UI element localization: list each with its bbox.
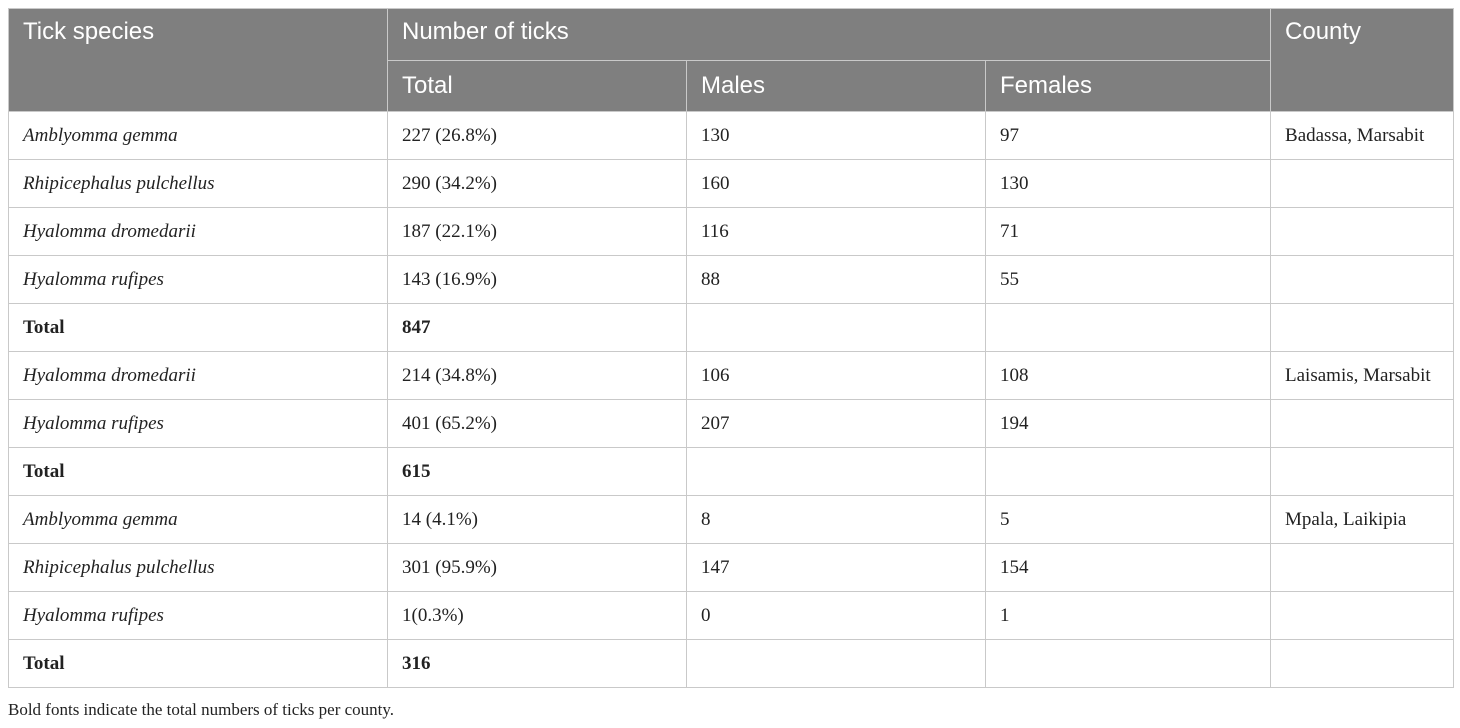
cell-species: Total	[8, 639, 388, 688]
cell-species: Hyalomma rufipes	[8, 591, 388, 640]
tick-counts-table: Tick species Number of ticks County Tota…	[8, 8, 1455, 688]
cell-total: 290 (34.2%)	[387, 159, 687, 208]
cell-county	[1270, 399, 1455, 448]
table-row-total: Total 847	[8, 303, 1455, 352]
header-county: County	[1270, 8, 1455, 112]
cell-total: 401 (65.2%)	[387, 399, 687, 448]
cell-males	[686, 303, 986, 352]
table-row: Amblyomma gemma 14 (4.1%) 8 5 Mpala, Laikipi…	[8, 495, 1455, 544]
cell-total: 301 (95.9%)	[387, 543, 687, 592]
cell-females: 194	[984, 399, 1272, 448]
cell-females: 154	[984, 543, 1272, 592]
cell-males: 160	[686, 159, 986, 208]
cell-species: Rhipicephalus pulchellus	[8, 159, 388, 208]
cell-females: 71	[984, 207, 1272, 256]
cell-county	[1270, 159, 1455, 208]
cell-total: 847	[387, 303, 687, 352]
cell-males: 116	[686, 207, 986, 256]
cell-total: 187 (22.1%)	[387, 207, 687, 256]
cell-species: Hyalomma dromedarii	[8, 351, 388, 400]
table-row: Hyalomma rufipes 401 (65.2%) 207 194	[8, 399, 1455, 448]
cell-species: Hyalomma dromedarii	[8, 207, 388, 256]
cell-males: 0	[686, 591, 986, 640]
cell-total: 316	[387, 639, 687, 688]
header-males: Males	[686, 60, 986, 112]
cell-females: 1	[984, 591, 1272, 640]
cell-species: Total	[8, 447, 388, 496]
cell-county: Mpala, Laikipia	[1270, 495, 1455, 544]
table-row-total: Total 316	[8, 639, 1455, 688]
cell-county	[1270, 639, 1455, 688]
table-body: Amblyomma gemma 227 (26.8%) 130 97 Badassa, …	[8, 111, 1455, 688]
cell-females: 108	[984, 351, 1272, 400]
table-row: Hyalomma dromedarii 187 (22.1%) 116 71	[8, 207, 1455, 256]
cell-county	[1270, 303, 1455, 352]
header-tick-species: Tick species	[8, 8, 388, 112]
cell-males	[686, 639, 986, 688]
header-females: Females	[984, 60, 1272, 112]
cell-males: 8	[686, 495, 986, 544]
cell-species: Total	[8, 303, 388, 352]
table-row: Rhipicephalus pulchellus 301 (95.9%) 147 15…	[8, 543, 1455, 592]
cell-females: 97	[984, 111, 1272, 160]
cell-females	[984, 303, 1272, 352]
table-row: Rhipicephalus pulchellus 290 (34.2%) 160 13…	[8, 159, 1455, 208]
cell-males: 130	[686, 111, 986, 160]
cell-total: 14 (4.1%)	[387, 495, 687, 544]
cell-females: 130	[984, 159, 1272, 208]
cell-females	[984, 447, 1272, 496]
cell-females: 55	[984, 255, 1272, 304]
cell-species: Hyalomma rufipes	[8, 255, 388, 304]
cell-females	[984, 639, 1272, 688]
cell-males: 147	[686, 543, 986, 592]
cell-total: 214 (34.8%)	[387, 351, 687, 400]
cell-total: 615	[387, 447, 687, 496]
cell-total: 1(0.3%)	[387, 591, 687, 640]
header-number-of-ticks: Number of ticks	[386, 8, 1272, 61]
table-row: Hyalomma rufipes 1(0.3%) 0 1	[8, 591, 1455, 640]
cell-total: 143 (16.9%)	[387, 255, 687, 304]
cell-species: Hyalomma rufipes	[8, 399, 388, 448]
table-row: Amblyomma gemma 227 (26.8%) 130 97 Badassa, …	[8, 111, 1455, 160]
cell-species: Rhipicephalus pulchellus	[8, 543, 388, 592]
table-row: Hyalomma dromedarii 214 (34.8%) 106 108 Lais…	[8, 351, 1455, 400]
cell-males: 207	[686, 399, 986, 448]
table-row: Hyalomma rufipes 143 (16.9%) 88 55	[8, 255, 1455, 304]
cell-county	[1270, 543, 1455, 592]
cell-males: 106	[686, 351, 986, 400]
table-footnote: Bold fonts indicate the total numbers of…	[8, 700, 395, 719]
tick-table-container: Tick species Number of ticks County Tota…	[8, 8, 1455, 688]
cell-county	[1270, 591, 1455, 640]
cell-county: Laisamis, Marsabit	[1270, 351, 1455, 400]
cell-county: Badassa, Marsabit	[1270, 111, 1455, 160]
table-header: Tick species Number of ticks County Tota…	[8, 8, 1455, 112]
table-row-total: Total 615	[8, 447, 1455, 496]
cell-county	[1270, 255, 1455, 304]
cell-county	[1270, 447, 1455, 496]
cell-county	[1270, 207, 1455, 256]
cell-males	[686, 447, 986, 496]
cell-species: Amblyomma gemma	[8, 495, 388, 544]
header-total: Total	[387, 60, 687, 112]
cell-males: 88	[686, 255, 986, 304]
cell-total: 227 (26.8%)	[387, 111, 687, 160]
cell-species: Amblyomma gemma	[8, 111, 388, 160]
cell-females: 5	[984, 495, 1272, 544]
